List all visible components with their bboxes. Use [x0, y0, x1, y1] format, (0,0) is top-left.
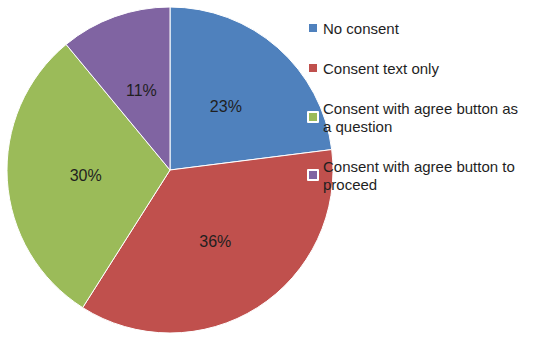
svg-text:36%: 36%: [199, 233, 231, 250]
svg-text:Consent with agree button as: Consent with agree button as: [323, 100, 522, 117]
svg-text:30%: 30%: [70, 167, 102, 184]
svg-text:11%: 11%: [126, 82, 157, 99]
svg-text:proceed: proceed: [323, 176, 377, 193]
svg-text:Consent with agree button to: Consent with agree button to: [323, 158, 519, 175]
svg-text:Consent text only: Consent text only: [323, 60, 439, 77]
svg-text:23%: 23%: [210, 98, 242, 115]
svg-text:No consent: No consent: [323, 20, 400, 37]
svg-text:a question: a question: [323, 118, 392, 135]
